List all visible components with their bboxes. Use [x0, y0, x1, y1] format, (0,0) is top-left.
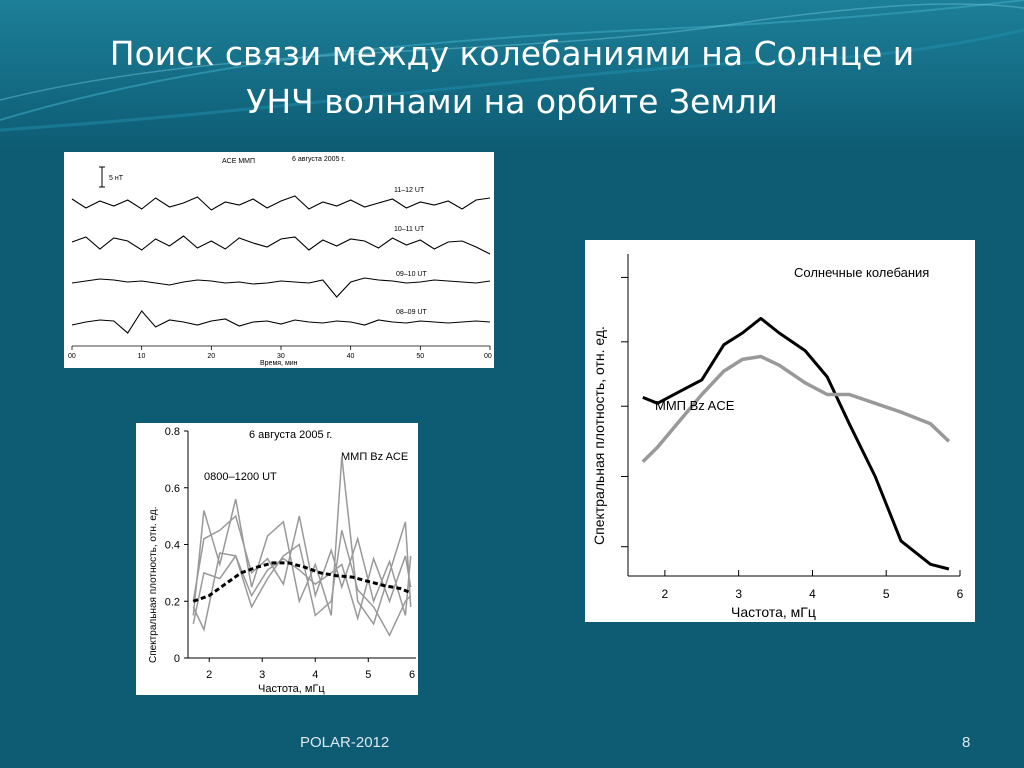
- timeseries-chart: ACE ММП 6 августа 2005 г. 5 нТ 11–12 UT …: [68, 156, 492, 367]
- chart1-series-line-1: [71, 235, 491, 255]
- chart2-y-tick-label: 0: [174, 653, 180, 665]
- chart1-series-line-3: [71, 310, 491, 334]
- comparison-chart: Спектральная плотность, отн. ед. 2 3 4 5 6 С…: [591, 254, 964, 620]
- slide-title: Поиск связи между колебаниями на Солнце …: [90, 30, 934, 126]
- chart1-series-line-2: [71, 277, 491, 298]
- chart1-series-label-2: 09–10 UT: [396, 271, 427, 278]
- chart3-x-tick-label: 4: [809, 587, 816, 601]
- chart1-series-label-0: 11–12 UT: [394, 187, 425, 194]
- chart1-header: ACE ММП: [222, 158, 255, 165]
- chart1-scale-label: 5 нТ: [109, 175, 124, 182]
- chart3-xlabel: Частота, мГц: [731, 604, 816, 620]
- chart2-label-left: 0800–1200 UT: [204, 471, 277, 483]
- chart1-x-tick-label: 00: [484, 353, 492, 360]
- chart3-ylabel: Спектральная плотность, отн. ед.: [591, 326, 607, 545]
- chart2-ylabel: Спектральная плотность, отн. ед.: [148, 507, 159, 663]
- chart2-y-tick-label: 0.6: [165, 483, 180, 495]
- chart1-title: 6 августа 2005 г.: [292, 156, 345, 163]
- footer-text: POLAR-2012: [300, 734, 390, 751]
- chart1-x-tick-label: 30: [277, 353, 285, 360]
- chart2-x-tick-label: 6: [409, 669, 415, 681]
- chart1-x-tick-label: 20: [207, 353, 215, 360]
- chart1-x-tick-label: 50: [416, 353, 424, 360]
- timeseries-panel: ACE ММП 6 августа 2005 г. 5 нТ 11–12 UT …: [64, 152, 494, 368]
- chart2-y-tick-label: 0.4: [165, 540, 180, 552]
- comparison-panel: Спектральная плотность, отн. ед. 2 3 4 5 6 С…: [585, 240, 975, 622]
- chart2-series-line-1: [192, 514, 412, 616]
- chart2-xlabel: Частота, мГц: [258, 683, 325, 695]
- chart3-x-tick-label: 2: [662, 587, 669, 601]
- chart2-x-tick-label: 5: [365, 669, 371, 681]
- chart2-series-line-2: [192, 530, 412, 637]
- chart1-xlabel: Время, мин: [260, 360, 298, 367]
- chart2-y-tick-label: 0.8: [165, 426, 180, 438]
- chart1-x-tick-label: 40: [347, 353, 355, 360]
- chart2-mean-line: [192, 561, 412, 603]
- chart2-x-tick-label: 3: [259, 669, 265, 681]
- chart2-series-line-3: [192, 552, 412, 632]
- chart1-series-label-3: 08–09 UT: [396, 309, 427, 316]
- chart1-series-label-1: 10–11 UT: [394, 226, 425, 233]
- chart3-x-tick-label: 5: [883, 587, 890, 601]
- chart3-series-line-0: [642, 316, 950, 571]
- chart2-label-right: ММП Bz ACE: [341, 451, 408, 463]
- chart3-x-tick-label: 3: [735, 587, 742, 601]
- chart1-x-tick-label: 10: [138, 353, 146, 360]
- chart3-series-label-0: Солнечные колебания: [794, 265, 929, 280]
- chart1-series-line-0: [71, 195, 491, 211]
- chart1-x-tick-label: 00: [68, 353, 76, 360]
- spectra-panel: 6 августа 2005 г. 0800–1200 UT ММП Bz AC…: [136, 423, 418, 695]
- spectra-chart: 6 августа 2005 г. 0800–1200 UT ММП Bz AC…: [148, 426, 416, 695]
- slide-title-line2: УНЧ волнами на орбите Земли: [246, 82, 778, 121]
- chart2-title: 6 августа 2005 г.: [249, 429, 332, 441]
- chart3-x-tick-label: 6: [957, 587, 964, 601]
- chart3-series-label-1: ММП Bz ACE: [655, 398, 735, 413]
- slide-title-line1: Поиск связи между колебаниями на Солнце …: [109, 34, 915, 73]
- chart2-y-tick-label: 0.2: [165, 596, 180, 608]
- page-number: 8: [962, 734, 971, 751]
- chart3-series-line-1: [641, 354, 951, 464]
- chart2-x-tick-label: 2: [206, 669, 212, 681]
- chart2-x-tick-label: 4: [312, 669, 318, 681]
